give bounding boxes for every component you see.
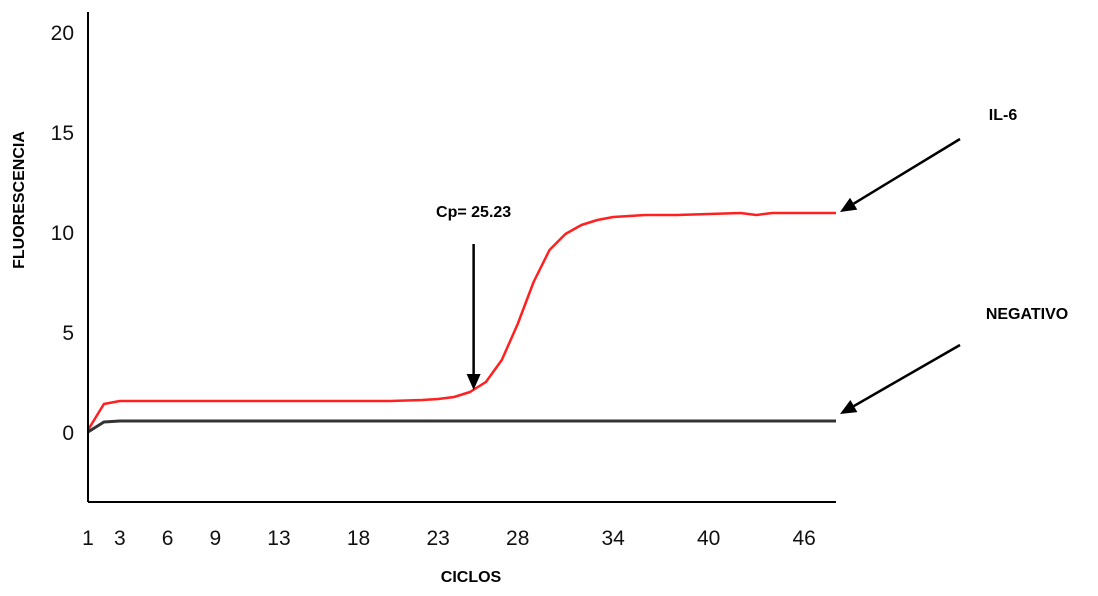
x-tick-label: 28 <box>506 527 529 550</box>
x-tick-label: 1 <box>82 527 94 550</box>
y-axis-title: FLUORESCENCIA <box>11 131 28 269</box>
x-tick-label: 23 <box>426 527 449 550</box>
series-line-1 <box>87 419 836 434</box>
annotations: Cp= 25.23 IL-6 NEGATIVO <box>436 107 1068 414</box>
x-tick-label: 46 <box>792 527 815 550</box>
cp-arrow <box>466 244 481 390</box>
x-tick-label: 13 <box>267 527 290 550</box>
y-tick-label: 5 <box>62 322 74 345</box>
negativo-label: NEGATIVO <box>986 306 1068 323</box>
x-tick-label: 9 <box>209 527 221 550</box>
x-tick-label: 18 <box>347 527 370 550</box>
x-tick-label: 34 <box>602 527 626 550</box>
y-tick-label: 10 <box>51 222 74 245</box>
x-tick-label: 6 <box>162 527 174 550</box>
il6-label: IL-6 <box>989 107 1018 124</box>
y-tick-label: 0 <box>62 422 74 445</box>
y-tick-labels: 20 15 10 5 0 <box>51 22 74 445</box>
x-tick-labels: 1 3 6 9 13 18 23 28 34 40 46 <box>82 527 816 550</box>
y-tick-label: 20 <box>51 22 74 45</box>
series-line-0 <box>86 211 836 431</box>
series-lines <box>86 211 836 434</box>
cp-label: Cp= 25.23 <box>436 204 511 221</box>
il6-arrow <box>840 137 961 212</box>
x-tick-label: 3 <box>114 527 126 550</box>
x-tick-label: 40 <box>697 527 720 550</box>
negativo-arrow <box>840 343 961 414</box>
x-axis-title: CICLOS <box>441 569 502 586</box>
y-tick-label: 15 <box>51 122 74 145</box>
